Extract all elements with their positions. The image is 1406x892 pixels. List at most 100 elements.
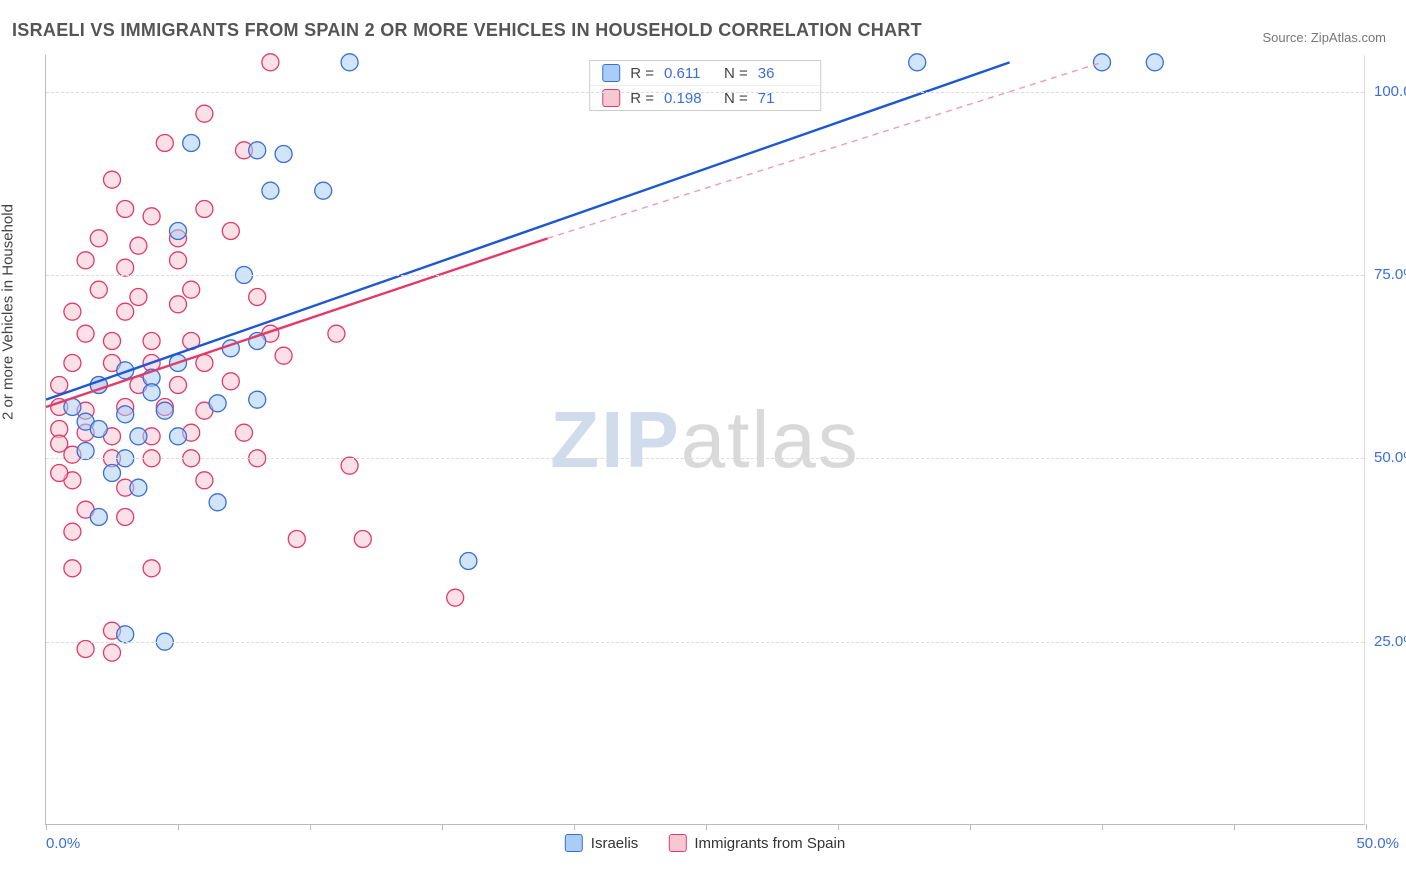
legend-swatch [565, 834, 583, 852]
x-tick [1366, 824, 1367, 830]
legend-swatch [602, 64, 620, 82]
blue-regression-line [46, 62, 1010, 399]
pink-point [51, 465, 68, 482]
pink-point [51, 377, 68, 394]
pink-point [143, 208, 160, 225]
x-axis-min-label: 0.0% [46, 835, 80, 852]
pink-point [77, 325, 94, 342]
pink-point [117, 303, 134, 320]
series-legend: Israelis Immigrants from Spain [565, 834, 845, 852]
legend-item: Immigrants from Spain [668, 834, 845, 852]
blue-point [156, 402, 173, 419]
pink-point [77, 252, 94, 269]
legend-label: Israelis [591, 835, 639, 852]
x-tick [46, 824, 47, 830]
pink-point [236, 424, 253, 441]
legend-swatch [668, 834, 686, 852]
blue-point [117, 406, 134, 423]
pink-point [143, 333, 160, 350]
chart-svg [46, 55, 1364, 824]
source-label: Source: ZipAtlas.com [1262, 30, 1386, 45]
legend-label: Immigrants from Spain [694, 835, 845, 852]
x-tick [970, 824, 971, 830]
pink-point [130, 237, 147, 254]
y-tick-label: 25.0% [1374, 633, 1406, 650]
y-tick-label: 75.0% [1374, 266, 1406, 283]
gridline [46, 642, 1364, 643]
pink-point [288, 531, 305, 548]
pink-point [51, 435, 68, 452]
blue-point [209, 395, 226, 412]
stats-row: R =0.198N =71 [590, 86, 820, 110]
blue-point [104, 465, 121, 482]
r-value: 0.611 [664, 65, 714, 82]
blue-point [143, 384, 160, 401]
blue-point [130, 479, 147, 496]
x-axis-max-label: 50.0% [1356, 835, 1399, 852]
pink-point [64, 355, 81, 372]
blue-point [249, 142, 266, 159]
x-tick [1234, 824, 1235, 830]
pink-point [328, 325, 345, 342]
n-label: N = [724, 65, 748, 82]
pink-point [170, 296, 187, 313]
pink-point [196, 472, 213, 489]
legend-item: Israelis [565, 834, 639, 852]
pink-point [262, 54, 279, 71]
pink-point [156, 135, 173, 152]
blue-point [170, 223, 187, 240]
pink-point [196, 201, 213, 218]
blue-point [170, 428, 187, 445]
blue-point [275, 146, 292, 163]
gridline [46, 458, 1364, 459]
pink-point [117, 201, 134, 218]
pink-point [104, 333, 121, 350]
pink-point [341, 457, 358, 474]
chart-container: ISRAELI VS IMMIGRANTS FROM SPAIN 2 OR MO… [0, 0, 1406, 892]
x-tick [706, 824, 707, 830]
pink-point [183, 281, 200, 298]
blue-point [341, 54, 358, 71]
pink-point [196, 105, 213, 122]
pink-point [90, 281, 107, 298]
pink-point [117, 259, 134, 276]
x-tick [1102, 824, 1103, 830]
pink-point [354, 531, 371, 548]
pink-point [275, 347, 292, 364]
pink-point [64, 560, 81, 577]
blue-point [183, 135, 200, 152]
pink-point [77, 641, 94, 658]
pink-point [104, 171, 121, 188]
blue-point [90, 421, 107, 438]
blue-point [460, 553, 477, 570]
pink-point [222, 223, 239, 240]
pink-point [447, 589, 464, 606]
pink-point [249, 289, 266, 306]
r-label: R = [630, 65, 654, 82]
pink-point [170, 377, 187, 394]
pink-point [64, 523, 81, 540]
y-tick-label: 50.0% [1374, 449, 1406, 466]
pink-point [196, 355, 213, 372]
x-tick [574, 824, 575, 830]
blue-point [249, 391, 266, 408]
blue-point [262, 182, 279, 199]
blue-point [315, 182, 332, 199]
n-value: 36 [758, 65, 808, 82]
pink-point [64, 303, 81, 320]
pink-point [90, 230, 107, 247]
blue-point [209, 494, 226, 511]
pink-point [117, 509, 134, 526]
blue-point [77, 443, 94, 460]
blue-point [130, 428, 147, 445]
y-tick-label: 100.0% [1374, 83, 1406, 100]
x-tick [838, 824, 839, 830]
pink-point [143, 560, 160, 577]
chart-title: ISRAELI VS IMMIGRANTS FROM SPAIN 2 OR MO… [12, 20, 922, 41]
x-tick [310, 824, 311, 830]
plot-area: ZIPatlas R =0.611N =36R =0.198N =71 0.0%… [45, 55, 1365, 825]
x-tick [442, 824, 443, 830]
gridline [46, 275, 1364, 276]
blue-point [1146, 54, 1163, 71]
y-axis-label: 2 or more Vehicles in Household [0, 204, 17, 420]
